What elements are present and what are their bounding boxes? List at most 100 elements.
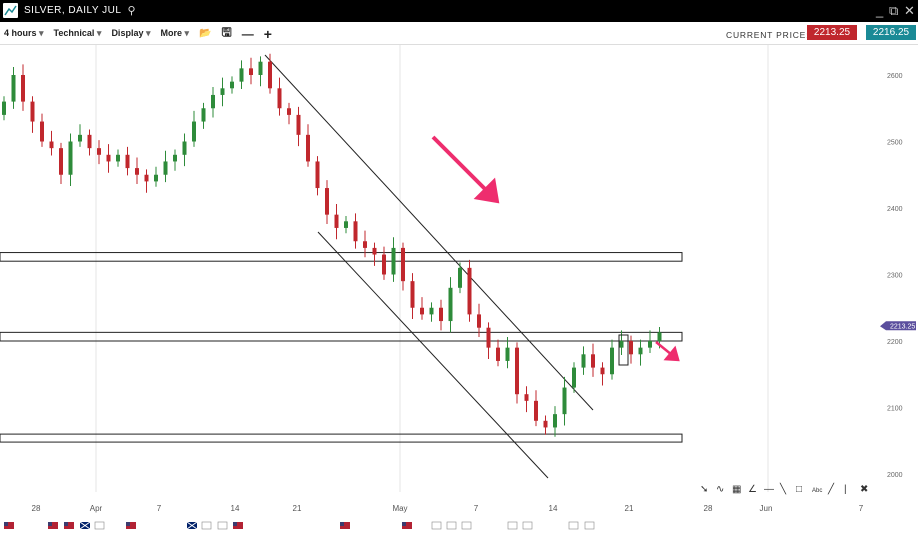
candle [49, 141, 54, 149]
us-flag-icon [402, 522, 412, 529]
title-bar: SILVER, DAILY JUL ⚲ _ ⧉ ✕ [0, 0, 918, 22]
candle [268, 61, 272, 89]
y-tick-label: 2300 [887, 273, 903, 280]
curve-icon[interactable]: ∿ [716, 484, 724, 495]
channel-upper-line [264, 54, 594, 411]
y-tick-label: 2200 [887, 339, 903, 346]
title-group: SILVER, DAILY JUL ⚲ [3, 3, 136, 18]
price-chart[interactable]: 2000 2100 2200 2300 2400 2500 2600 28 Apr 7 14 21 Ma… [0, 45, 918, 534]
fan-icon[interactable]: ∠ [748, 484, 757, 495]
x-tick-label: 21 [625, 504, 634, 513]
display-menu[interactable]: Display [111, 28, 150, 39]
us-flag-canton [4, 522, 8, 526]
us-flag-icon [126, 522, 136, 529]
folder-open-icon[interactable]: 📂 [199, 28, 212, 39]
candle [372, 247, 377, 255]
candle [572, 367, 576, 388]
popout-icon[interactable]: ⧉ [889, 3, 899, 18]
x-tick-label: Apr [90, 504, 103, 513]
candle [600, 367, 605, 375]
x-tick-label: 28 [32, 504, 41, 513]
search-icon[interactable]: ⚲ [127, 5, 136, 17]
y-tick-label: 2600 [887, 73, 903, 80]
candle [467, 267, 472, 315]
technical-menu[interactable]: Technical [54, 28, 102, 39]
candle [30, 101, 35, 122]
event-marker [568, 521, 579, 530]
us-flag-icon [48, 522, 58, 529]
text-icon[interactable]: Abc [812, 488, 822, 494]
event-marker [507, 521, 518, 530]
x-tick-label: 14 [231, 504, 240, 513]
candle [182, 141, 187, 155]
candle [477, 314, 481, 328]
delete-icon[interactable]: ✖ [860, 484, 868, 495]
candle [78, 134, 82, 142]
us-flag-canton [233, 522, 237, 526]
candle [11, 75, 16, 102]
candle [515, 347, 519, 395]
candle [486, 327, 491, 348]
candle [448, 287, 453, 322]
candle [40, 121, 44, 142]
candle [135, 168, 139, 175]
candle [220, 88, 225, 95]
trend-line-icon[interactable]: ╲ [779, 482, 787, 495]
y-tick-label: 2400 [887, 206, 903, 213]
arrow-head [663, 345, 680, 362]
horizontal-zone [0, 252, 683, 262]
us-flag-icon [340, 522, 350, 529]
candle [192, 121, 196, 142]
candle [562, 387, 567, 415]
event-marker [201, 521, 212, 530]
us-flag-canton [48, 522, 52, 526]
y-tick-label: 2000 [887, 472, 903, 479]
candle [458, 267, 462, 288]
toolbar-menus: 4 hours Technical Display More 📂 🖫 — + [4, 22, 272, 45]
candle [296, 114, 301, 135]
channel-lower-line [317, 231, 549, 479]
event-marker [94, 521, 105, 530]
candle [277, 88, 282, 109]
candle [505, 347, 510, 361]
line-icon[interactable]: ╱ [827, 482, 835, 495]
save-icon[interactable]: 🖫 [221, 25, 232, 39]
pointer-icon[interactable]: ➘ [700, 484, 708, 495]
bid-price[interactable]: 2213.25 [807, 25, 857, 40]
candle [401, 247, 405, 282]
zoom-out-icon[interactable]: — [241, 26, 254, 41]
candle [211, 94, 215, 109]
candle [144, 174, 149, 182]
us-flag-icon [64, 522, 74, 529]
ask-price[interactable]: 2216.25 [866, 25, 916, 40]
candle [553, 414, 557, 428]
horizontal-line-icon[interactable]: — [764, 484, 774, 495]
last-price-label: 2213.25 [890, 324, 915, 331]
event-marker [584, 521, 595, 530]
vertical-line-icon[interactable]: | [844, 484, 847, 495]
us-flag-icon [233, 522, 243, 529]
event-marker [522, 521, 533, 530]
us-flag-canton [402, 522, 406, 526]
candle [619, 341, 624, 348]
candle [344, 221, 348, 228]
candle [2, 101, 6, 115]
rectangle-icon[interactable]: □ [796, 484, 802, 495]
more-menu[interactable]: More [160, 28, 189, 39]
us-flag-canton [126, 522, 130, 526]
candle [125, 154, 130, 169]
close-icon[interactable]: ✕ [904, 3, 915, 18]
candle [154, 174, 158, 182]
candle [325, 188, 329, 215]
arrow-head [473, 177, 500, 204]
timeframe-dropdown[interactable]: 4 hours [4, 28, 44, 39]
window-title: SILVER, DAILY JUL [24, 5, 122, 16]
fibonacci-grid-icon[interactable]: ▦ [732, 484, 741, 495]
us-flag-canton [340, 522, 344, 526]
minimize-icon[interactable]: _ [876, 3, 884, 18]
x-tick-label: Jun [760, 504, 773, 513]
zoom-in-icon[interactable]: + [263, 25, 272, 42]
uk-flag-cross [186, 521, 198, 530]
candle [581, 354, 586, 368]
uk-flag-cross [79, 521, 91, 530]
